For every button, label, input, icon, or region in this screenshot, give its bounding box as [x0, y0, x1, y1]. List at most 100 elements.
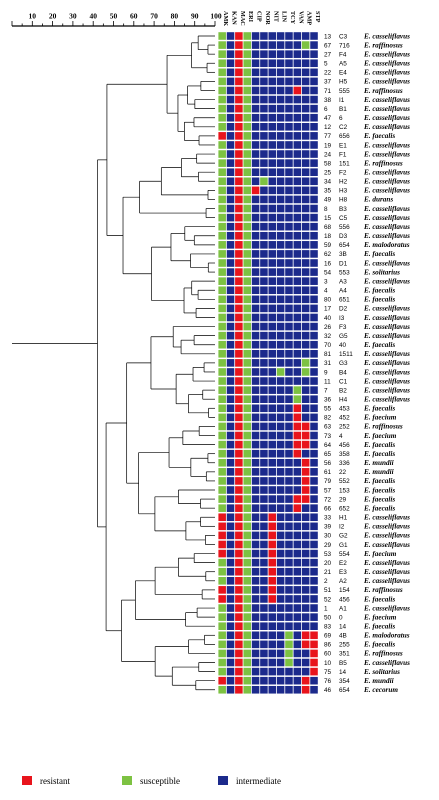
grid-cell [260, 440, 268, 449]
strain-species: E. faecalis [363, 477, 395, 485]
strain-species: E. casseliflavus [363, 532, 410, 540]
strain-number: 7 [324, 387, 328, 394]
strain-number: 11 [324, 378, 331, 385]
strain-number: 63 [324, 424, 332, 431]
strain-code: F2 [339, 170, 347, 177]
grid-cell [268, 604, 277, 612]
grid-cell [251, 667, 260, 676]
grid-cell [251, 458, 260, 467]
grid-cell [218, 676, 226, 685]
grid-cell [251, 68, 260, 77]
grid-cell [226, 222, 235, 231]
grid-cell [285, 468, 293, 476]
grid-cell [251, 613, 260, 621]
grid-cell [310, 41, 318, 49]
grid-cell [293, 458, 302, 467]
antibiotic-header-amp: AMP [306, 11, 313, 25]
grid-cell [226, 449, 235, 458]
grid-cell [268, 68, 277, 77]
grid-cell [260, 50, 268, 58]
grid-cell [243, 458, 251, 467]
grid-cell [218, 368, 226, 376]
grid-cell [293, 195, 302, 204]
grid-cell [260, 222, 268, 231]
grid-cell [276, 549, 285, 558]
strain-species: E. faecalis [363, 623, 395, 631]
grid-cell [285, 359, 293, 367]
grid-cell [310, 123, 318, 131]
grid-cell [310, 567, 318, 576]
strain-number: 39 [324, 524, 332, 531]
grid-cell [251, 413, 260, 422]
strain-code: 14 [339, 669, 347, 676]
grid-cell [310, 377, 318, 385]
strain-species: E. casseliflavus [363, 514, 410, 522]
grid-cell [251, 313, 260, 322]
grid-cell [293, 604, 302, 612]
grid-cell [301, 422, 310, 431]
strain-species: E. faecalis [363, 296, 395, 304]
strain-species: E. faecalis [363, 441, 395, 449]
grid-cell [260, 68, 268, 77]
grid-cell [276, 41, 285, 49]
grid-cell [235, 222, 243, 231]
strain-code: 656 [339, 133, 350, 140]
grid-cell [235, 304, 243, 313]
strain-species: E. casseliflavus [363, 141, 410, 149]
grid-cell [235, 595, 243, 603]
grid-cell [235, 613, 243, 621]
grid-cell [276, 631, 285, 640]
grid-cell [260, 649, 268, 658]
grid-cell [235, 350, 243, 358]
grid-cell [268, 486, 277, 494]
grid-cell [243, 522, 251, 531]
grid-cell [260, 613, 268, 621]
strain-species: E. casseliflavus [363, 314, 410, 322]
strain-number: 37 [324, 79, 332, 86]
strain-number: 31 [324, 360, 332, 367]
grid-cell [235, 567, 243, 576]
grid-cell [276, 204, 285, 213]
grid-cell [260, 304, 268, 313]
grid-cell [310, 204, 318, 213]
grid-cell [243, 658, 251, 667]
grid-cell [285, 486, 293, 494]
strain-species: E. casseliflavus [363, 305, 410, 313]
strain-code: 652 [339, 505, 350, 512]
strain-number: 24 [324, 151, 332, 158]
grid-cell [235, 477, 243, 485]
grid-cell [251, 586, 260, 594]
strain-number: 34 [324, 179, 332, 186]
antibiotic-header-lin: LIN [281, 11, 288, 23]
grid-cell [285, 250, 293, 258]
grid-cell [218, 486, 226, 494]
grid-cell [243, 377, 251, 385]
strain-number: 26 [324, 324, 332, 331]
strain-number: 71 [324, 88, 332, 95]
strain-code: I1 [339, 97, 345, 104]
grid-cell [243, 567, 251, 576]
grid-cell [218, 86, 226, 95]
grid-cell [235, 531, 243, 540]
grid-cell [226, 413, 235, 422]
grid-cell [235, 268, 243, 276]
grid-cell [243, 59, 251, 68]
antibiotic-headers: AMK KAN MAC ERI CIP NOR NIT LIN TCY VAN AMP STP [222, 11, 321, 26]
grid-cell [251, 32, 260, 40]
grid-cell [268, 340, 277, 349]
grid-cell [260, 449, 268, 458]
strain-code: D1 [339, 260, 348, 267]
strain-number: 80 [324, 297, 332, 304]
grid-cell [301, 631, 310, 640]
grid-cell [276, 377, 285, 385]
grid-cell [293, 59, 302, 68]
grid-cell [251, 359, 260, 367]
strain-species: E. casseliflavus [363, 205, 410, 213]
grid-cell [293, 204, 302, 213]
grid-cell [251, 50, 260, 58]
strain-code: 4 [339, 433, 343, 440]
strain-code: 556 [339, 224, 350, 231]
grid-cell [218, 213, 226, 222]
grid-cell [226, 477, 235, 485]
grid-cell [310, 676, 318, 685]
